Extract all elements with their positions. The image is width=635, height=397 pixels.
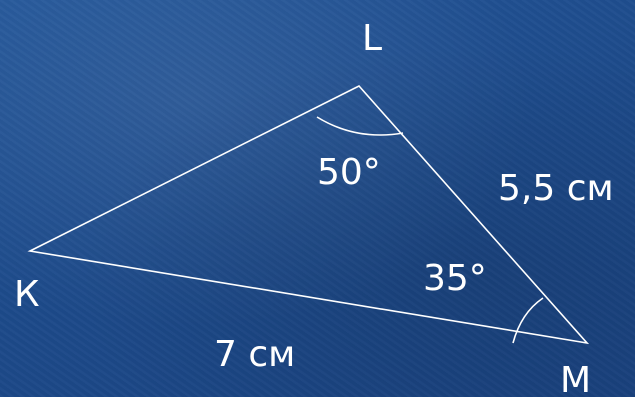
angle-arc-l (316, 116, 404, 136)
triangle-klm (27, 85, 590, 345)
angle-label-m: 35° (423, 258, 487, 299)
vertex-label-k: К (14, 274, 40, 315)
vertex-label-m: M (560, 360, 591, 397)
angle-arc-m (512, 297, 544, 344)
angle-label-l: 50° (317, 152, 381, 193)
side-label-km: 7 см (214, 334, 295, 375)
side-label-lm: 5,5 см (498, 168, 614, 209)
vertex-label-l: L (362, 18, 382, 59)
